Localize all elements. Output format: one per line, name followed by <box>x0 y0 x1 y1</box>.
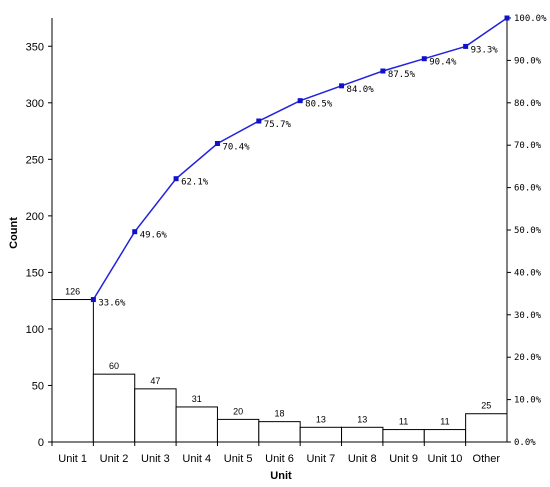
bar <box>134 388 177 443</box>
x-tick-label: Unit 2 <box>100 453 129 465</box>
cumulative-point <box>173 176 179 182</box>
chart-axes: 0 50 100 150 200 250 300 350 0.0% 10.0% 20.0% 30.0%… <box>26 14 547 465</box>
bar <box>465 413 508 443</box>
x-tick-label: Unit 3 <box>141 453 170 465</box>
y-tick-label: 200 <box>26 211 44 223</box>
bar <box>216 418 260 443</box>
bar <box>341 426 384 443</box>
cumulative-point <box>421 56 427 62</box>
y-tick-label: 50 <box>32 380 44 392</box>
x-axis-title: Unit <box>270 470 292 482</box>
cumulative-value-label: 84.0% <box>347 85 375 95</box>
cumulative-value-label: 33.6% <box>98 299 126 309</box>
y-axis-title: Count <box>8 217 20 249</box>
y-tick-label: 0 <box>38 437 44 449</box>
y-tick-label: 300 <box>26 98 44 110</box>
y-tick-label: 350 <box>26 41 44 53</box>
bar-value-label: 25 <box>481 401 491 411</box>
cumulative-value-label: 70.4% <box>222 143 250 153</box>
bar-value-label: 13 <box>316 414 326 424</box>
cumulative-value-label: 75.7% <box>264 120 292 130</box>
cumulative-value-label: 90.4% <box>429 58 457 68</box>
cumulative-point <box>504 15 510 21</box>
bar-value-label: 31 <box>192 394 202 404</box>
bar-value-label: 47 <box>150 376 160 386</box>
cumulative-point <box>256 118 262 124</box>
cumulative-point <box>463 43 469 49</box>
y-tick-label: 100 <box>26 324 44 336</box>
cumulative-point <box>132 229 138 235</box>
y-tick-label: 150 <box>26 267 44 279</box>
x-tick-label: Other <box>473 453 501 465</box>
y2-tick-label: 30.0% <box>514 311 542 321</box>
cumulative-point <box>214 141 220 147</box>
bar <box>258 421 301 443</box>
bar-value-label: 60 <box>109 361 119 371</box>
y2-tick-label: 100.0% <box>514 14 547 24</box>
x-tick-label: Unit 8 <box>348 453 377 465</box>
y2-tick-label: 10.0% <box>514 396 542 406</box>
cumulative-value-label: 80.5% <box>305 100 333 110</box>
bar-series <box>51 299 508 443</box>
y2-tick-label: 90.0% <box>514 56 542 66</box>
y2-tick-label: 70.0% <box>514 141 542 151</box>
cumulative-line-series <box>90 15 510 303</box>
cumulative-value-label: 49.6% <box>140 231 168 241</box>
chart-labels: 126 60 47 31 20 18 13 13 11 11 25 33.6% 49.6% 62.1% 70… <box>65 45 498 426</box>
y2-tick-label: 60.0% <box>514 184 542 194</box>
bar-value-label: 18 <box>274 409 284 419</box>
cumulative-value-label: 62.1% <box>181 178 209 188</box>
cumulative-point <box>90 297 96 303</box>
y2-tick-label: 0.0% <box>514 438 536 448</box>
bar-value-label: 126 <box>65 287 80 297</box>
bar-value-label: 11 <box>440 417 449 427</box>
bar <box>423 429 467 443</box>
x-tick-label: Unit 1 <box>58 453 87 465</box>
cumulative-point <box>380 68 386 74</box>
bar <box>175 406 218 443</box>
cumulative-point <box>339 83 345 89</box>
y2-tick-label: 50.0% <box>514 226 542 236</box>
x-tick-label: Unit 4 <box>182 453 211 465</box>
bar <box>51 299 94 443</box>
bar <box>92 373 136 443</box>
cumulative-value-label: 87.5% <box>388 70 416 80</box>
y2-tick-label: 20.0% <box>514 353 542 363</box>
y2-tick-label: 40.0% <box>514 268 542 278</box>
x-tick-label: Unit 5 <box>224 453 253 465</box>
bar-value-label: 20 <box>233 406 243 416</box>
y-tick-label: 250 <box>26 154 44 166</box>
x-tick-label: Unit 7 <box>306 453 335 465</box>
x-tick-label: Unit 10 <box>428 453 463 465</box>
x-tick-label: Unit 9 <box>389 453 418 465</box>
bar-value-label: 13 <box>357 414 367 424</box>
cumulative-point <box>297 98 303 104</box>
bar <box>382 429 425 443</box>
bar-value-label: 11 <box>399 417 408 427</box>
x-tick-label: Unit 6 <box>265 453 294 465</box>
bar <box>299 426 343 443</box>
y2-tick-label: 80.0% <box>514 99 542 109</box>
cumulative-value-label: 93.3% <box>471 45 499 55</box>
